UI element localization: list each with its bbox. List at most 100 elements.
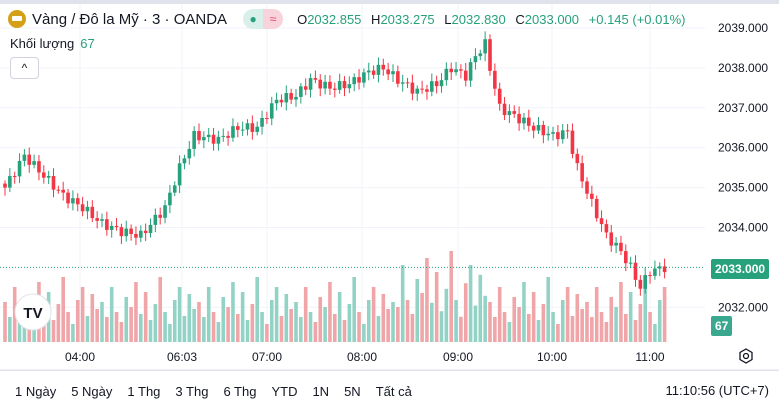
volume-bar [444,288,449,342]
candle-body [158,214,162,218]
volume-bar [148,320,153,342]
candle-body [289,93,293,100]
candle-body [522,117,526,124]
volume-bar [143,292,148,342]
volume-bar [570,316,575,342]
candle-body [483,39,487,54]
candle-body [662,266,667,273]
range-ytd[interactable]: YTD [271,383,298,399]
volume-bar [352,277,356,342]
volume-bar [638,304,643,342]
volume-bar [8,317,12,342]
candle-body [269,103,274,119]
low-value: 2032.830 [451,11,506,27]
volume-bar [391,302,395,342]
volume-bar [279,316,284,342]
candle-body [585,181,589,194]
volume-bar [202,317,206,342]
volume-bar [260,312,264,342]
candle-body [337,81,342,90]
volume-bar [119,322,124,342]
volume-bar [396,307,400,342]
collapse-legend-button[interactable]: ^ [10,57,39,79]
volume-bar [420,293,424,342]
volume-bar [299,317,303,342]
high-label: H [371,11,381,27]
price-tick: 2032.000 [718,300,768,314]
candle-body [643,275,647,289]
candle-body [648,275,652,277]
price-chart[interactable]: 2039.000 2038.000 2037.000 2036.000 2035.000… [0,4,779,370]
settings-icon[interactable] [737,347,755,365]
candle-body [347,84,352,89]
volume-bar [289,309,293,342]
candle-body [420,88,424,90]
candle-body [119,227,124,237]
time-tick: 08:00 [347,350,377,364]
status-pill[interactable]: ● ≈ [243,9,284,29]
volume-bar [22,322,27,342]
volume-bar [250,304,255,342]
candle-body [56,189,61,191]
candle-body [415,88,420,94]
range-1d[interactable]: 1 Ngày [15,383,57,399]
range-5y[interactable]: 5N [344,383,361,399]
range-3m[interactable]: 3 Thg [175,383,209,399]
candle-body [37,161,41,173]
candle-body [400,82,405,84]
volume-bar [284,294,289,342]
range-6m[interactable]: 6 Thg [223,383,257,399]
symbol-title[interactable]: Vàng / Đô la Mỹ · 3 · OANDA [32,10,228,28]
range-1y[interactable]: 1N [312,383,330,399]
candle-body [493,70,497,89]
price-tick: 2034.000 [718,221,768,235]
range-all[interactable]: Tất cả [375,383,412,399]
candle-body [134,234,138,238]
candle-body [163,205,167,218]
timezone-clock[interactable]: 11:10:56 (UTC+7) [665,383,769,398]
candle-body [206,134,211,138]
candle-body [560,130,565,140]
volume-bar [633,320,638,342]
candle-body [90,206,95,219]
volume-bar [187,294,192,342]
tradingview-logo-icon [14,293,52,331]
volume-bar [522,282,526,342]
volume-bar [129,307,133,342]
candle-body [274,99,279,104]
candle-body [279,99,284,103]
candle-body [333,88,337,90]
candle-body [192,131,196,149]
candle-body [148,224,153,234]
candle-body [168,192,172,206]
candle-body [565,130,570,132]
volume-bar [337,292,342,342]
candle-body [376,64,381,75]
range-1m[interactable]: 1 Thg [127,383,161,399]
volume-bar [197,302,201,342]
volume-bar [226,307,230,342]
candle-body [255,126,259,132]
time-tick: 07:00 [252,350,282,364]
candle-body [71,198,75,204]
candle-body [109,225,114,230]
delayed-data-icon: ≈ [263,9,284,29]
candle-body [328,81,332,89]
candle-body [61,189,65,193]
time-tick: 09:00 [443,350,473,364]
volume-bar [75,300,80,342]
price-tick: 2038.000 [718,61,768,75]
candle-body [12,176,17,178]
volume-bar [109,287,114,342]
volume-bar [211,312,216,342]
volume-bar [614,307,618,342]
candle-body [299,86,303,97]
candle-body [308,78,313,90]
volume-bar [61,277,65,342]
volume-bar [95,309,99,342]
volume-bar [493,317,497,342]
price-tick: 2035.000 [718,181,768,195]
range-5d[interactable]: 5 Ngày [71,383,113,399]
candle-body [463,70,468,81]
volume-bar [71,324,75,342]
